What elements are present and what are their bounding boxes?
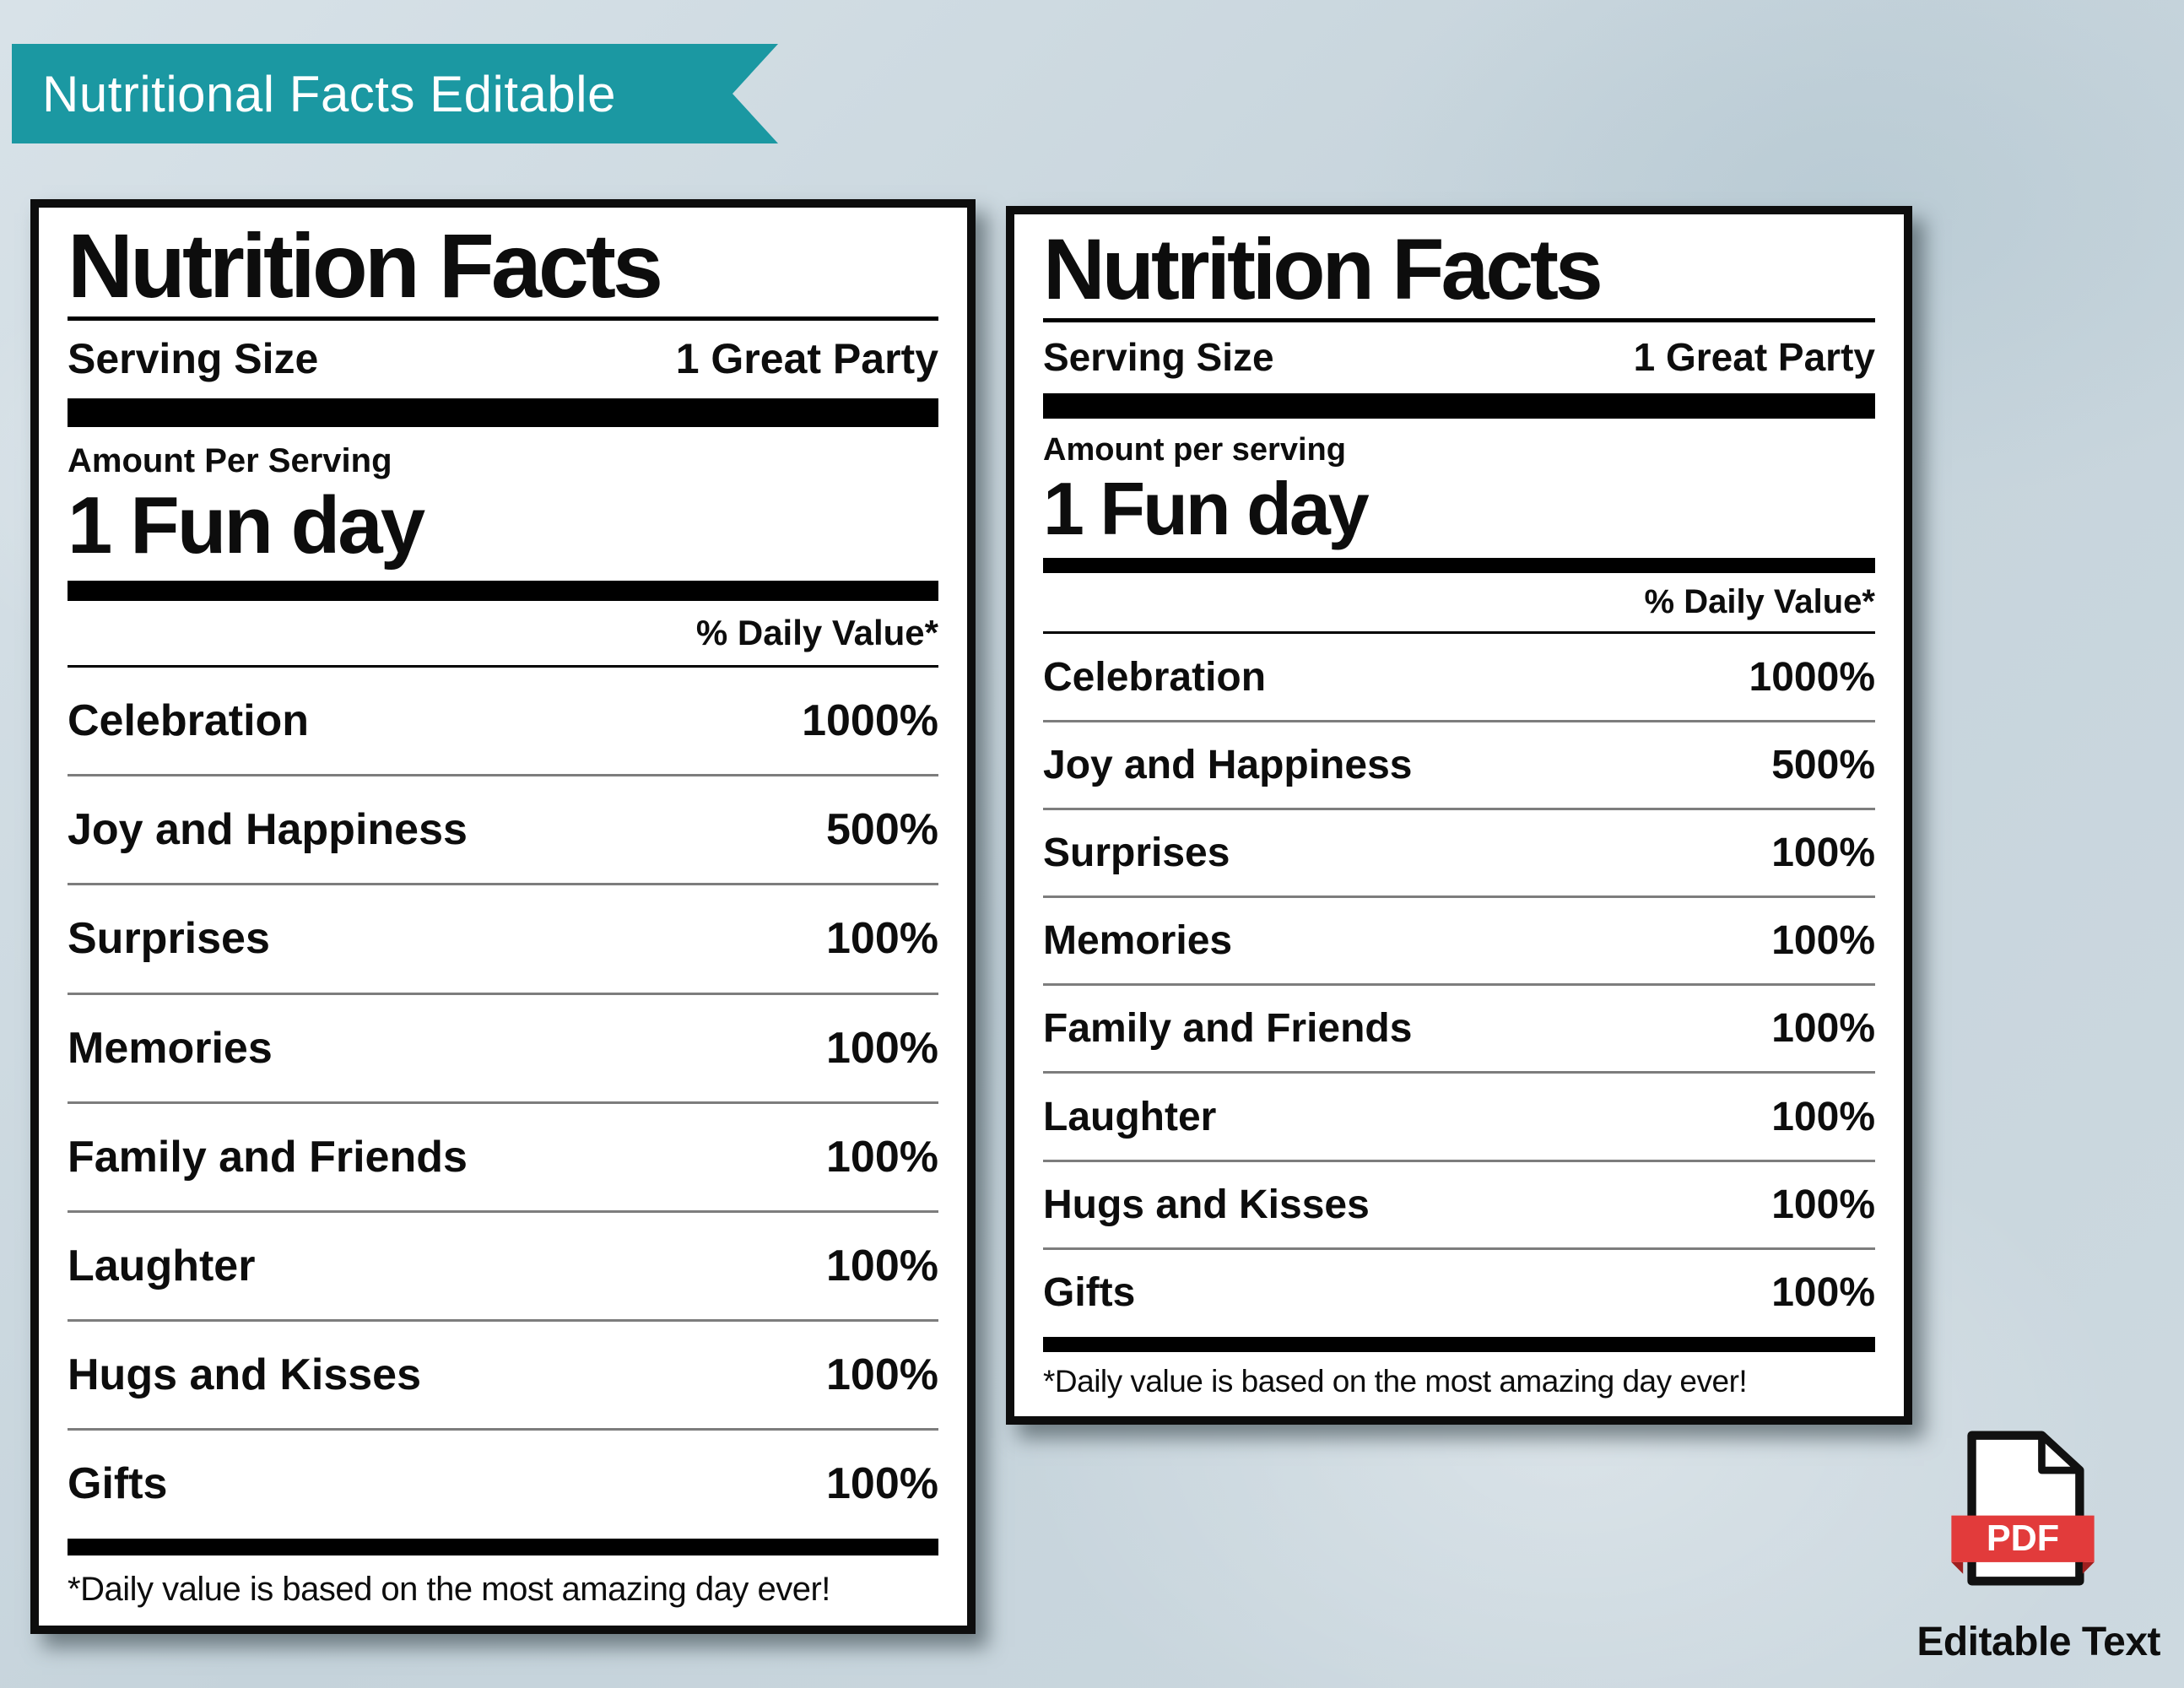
serving-size-value: 1 Great Party xyxy=(675,335,938,383)
nutrient-rows: Celebration 1000% Joy and Happiness 500% Sur… xyxy=(1043,634,1875,1335)
nutrient-row: Surprises 100% xyxy=(68,885,938,995)
thick-divider-bar xyxy=(1043,558,1875,574)
footnote: *Daily value is based on the most amazin… xyxy=(68,1571,830,1608)
pdf-file-icon: PDF xyxy=(1943,1428,2103,1588)
nutrient-name: Family and Friends xyxy=(68,1132,468,1182)
footnote: *Daily value is based on the most amazin… xyxy=(1043,1364,1748,1399)
pdf-band-fold-right xyxy=(2082,1561,2095,1574)
thick-divider-bar xyxy=(68,398,938,428)
serving-size-row: Serving Size 1 Great Party xyxy=(1043,322,1875,393)
nutrient-value: 100% xyxy=(1771,918,1875,964)
nutrition-label-left: Nutrition Facts Serving Size 1 Great Par… xyxy=(30,199,976,1634)
nutrient-row: Celebration 1000% xyxy=(1043,634,1875,722)
nutrient-value: 100% xyxy=(826,1241,938,1290)
nutrient-row: Gifts 100% xyxy=(1043,1250,1875,1335)
serving-size-label: Serving Size xyxy=(1043,335,1274,380)
nutrient-value: 1000% xyxy=(1749,654,1875,700)
daily-value-header: % Daily Value* xyxy=(1644,583,1875,621)
thick-divider-bar xyxy=(1043,1337,1875,1352)
nutrient-row: Family and Friends 100% xyxy=(68,1104,938,1213)
nutrient-name: Laughter xyxy=(68,1241,256,1290)
nutrient-name: Family and Friends xyxy=(1043,1006,1413,1052)
nutrient-value: 100% xyxy=(1771,1094,1875,1139)
thick-divider-bar xyxy=(1043,393,1875,419)
nutrient-row: Surprises 100% xyxy=(1043,810,1875,899)
label-title: Nutrition Facts xyxy=(1043,221,1603,317)
nutrient-row: Family and Friends 100% xyxy=(1043,986,1875,1074)
nutrition-label-right: Nutrition Facts Serving Size 1 Great Par… xyxy=(1006,206,1912,1425)
nutrient-name: Laughter xyxy=(1043,1094,1217,1139)
thin-divider xyxy=(68,665,938,668)
nutrient-rows: Celebration 1000% Joy and Happiness 500% Sur… xyxy=(68,668,938,1537)
label-title: Nutrition Facts xyxy=(68,214,663,316)
nutrient-name: Gifts xyxy=(1043,1269,1136,1315)
nutrient-row: Memories 100% xyxy=(68,995,938,1104)
nutrient-name: Joy and Happiness xyxy=(68,805,468,855)
amount-per-serving-value: 1 Fun day xyxy=(68,480,425,571)
nutrient-row: Hugs and Kisses 100% xyxy=(68,1322,938,1431)
nutrient-name: Joy and Happiness xyxy=(1043,742,1413,787)
nutrient-row: Laughter 100% xyxy=(68,1213,938,1322)
serving-size-row: Serving Size 1 Great Party xyxy=(68,321,938,398)
thin-divider xyxy=(1043,631,1875,635)
pdf-fold-corner xyxy=(2038,1431,2084,1474)
nutrient-row: Laughter 100% xyxy=(1043,1074,1875,1162)
pdf-caption: Editable Text xyxy=(1916,1620,2160,1664)
nutrient-value: 100% xyxy=(1771,1006,1875,1052)
pdf-file-icon-graphic: PDF xyxy=(1951,1431,2095,1586)
nutrient-name: Memories xyxy=(68,1023,273,1073)
pdf-label-text: PDF xyxy=(1987,1518,2059,1559)
title-ribbon-label: Nutritional Facts Editable xyxy=(42,65,616,122)
nutrient-name: Surprises xyxy=(68,914,270,964)
nutrient-name: Surprises xyxy=(1043,830,1230,875)
title-divider xyxy=(68,316,938,322)
amount-per-serving-label: Amount Per Serving xyxy=(68,442,392,480)
nutrient-value: 1000% xyxy=(802,696,938,746)
nutrient-value: 100% xyxy=(826,1132,938,1182)
nutrient-name: Celebration xyxy=(68,696,310,746)
nutrient-value: 100% xyxy=(1771,1182,1875,1227)
thick-divider-bar xyxy=(68,581,938,602)
nutrient-name: Memories xyxy=(1043,918,1233,964)
nutrient-value: 100% xyxy=(826,914,938,964)
serving-size-value: 1 Great Party xyxy=(1633,335,1875,380)
pdf-band-fold-left xyxy=(1951,1561,1964,1574)
title-ribbon: Nutritional Facts Editable xyxy=(12,44,778,143)
nutrient-row: Memories 100% xyxy=(1043,898,1875,987)
nutrient-row: Joy and Happiness 500% xyxy=(1043,722,1875,810)
nutrient-value: 100% xyxy=(1771,830,1875,875)
nutrient-row: Joy and Happiness 500% xyxy=(68,776,938,886)
nutrient-name: Celebration xyxy=(1043,654,1267,700)
nutrient-name: Hugs and Kisses xyxy=(1043,1182,1370,1227)
nutrient-row: Gifts 100% xyxy=(68,1431,938,1537)
nutrient-row: Hugs and Kisses 100% xyxy=(1043,1162,1875,1250)
amount-per-serving-label: Amount per serving xyxy=(1043,432,1346,468)
nutrient-value: 500% xyxy=(826,805,938,855)
thick-divider-bar xyxy=(68,1539,938,1555)
nutrition-label-right-content: Nutrition Facts Serving Size 1 Great Par… xyxy=(1014,214,1904,1416)
nutrition-label-left-content: Nutrition Facts Serving Size 1 Great Par… xyxy=(39,208,967,1626)
nutrient-value: 100% xyxy=(1771,1269,1875,1315)
nutrient-name: Gifts xyxy=(68,1459,168,1508)
daily-value-header: % Daily Value* xyxy=(695,613,938,653)
serving-size-label: Serving Size xyxy=(68,335,319,383)
nutrient-row: Celebration 1000% xyxy=(68,668,938,777)
pdf-label-band xyxy=(1951,1515,2095,1562)
nutrient-value: 100% xyxy=(826,1023,938,1073)
nutrient-name: Hugs and Kisses xyxy=(68,1350,422,1399)
amount-per-serving-value: 1 Fun day xyxy=(1043,467,1370,551)
nutrient-value: 100% xyxy=(826,1459,938,1508)
nutrient-value: 500% xyxy=(1771,742,1875,787)
nutrient-value: 100% xyxy=(826,1350,938,1399)
title-divider xyxy=(1043,318,1875,323)
